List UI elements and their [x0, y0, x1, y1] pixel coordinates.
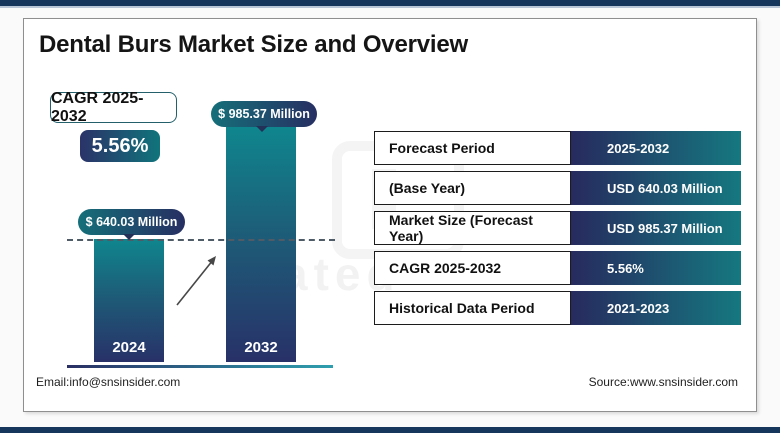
table-row-label: CAGR 2025-2032	[374, 251, 571, 285]
footer-email: Email:info@snsinsider.com	[36, 375, 181, 389]
reference-dashed-line	[67, 239, 335, 241]
bar-2032: 2032	[226, 127, 296, 362]
table-row-label: Forecast Period	[374, 131, 571, 165]
table-row-label: Historical Data Period	[374, 291, 571, 325]
footer-source: Source:www.snsinsider.com	[588, 375, 738, 389]
cagr-period-box: CAGR 2025-2032	[50, 90, 177, 125]
cagr-value-badge: 5.56%	[80, 130, 160, 162]
data-label-2032: $ 985.37 Million	[211, 101, 317, 127]
data-label-2032-pointer	[256, 126, 268, 132]
table-row: (Base Year) USD 640.03 Million	[374, 171, 741, 205]
bar-2032-category: 2032	[244, 339, 278, 356]
data-label-2024: $ 640.03 Million	[78, 209, 185, 235]
table-row: Market Size (Forecast Year) USD 985.37 M…	[374, 211, 741, 245]
table-row-value: 2021-2023	[571, 291, 741, 325]
content-card: Dental Burs Market Size and Overview ate…	[23, 18, 757, 412]
table-row-value: USD 640.03 Million	[571, 171, 741, 205]
table-row: Forecast Period 2025-2032	[374, 131, 741, 165]
table-row-label: (Base Year)	[374, 171, 571, 205]
table-row-label: Market Size (Forecast Year)	[374, 211, 571, 245]
bar-2024-category: 2024	[112, 339, 146, 356]
x-axis-line	[67, 365, 333, 368]
table-row: CAGR 2025-2032 5.56%	[374, 251, 741, 285]
table-row: Historical Data Period 2021-2023	[374, 291, 741, 325]
top-accent-bar	[0, 0, 780, 8]
growth-arrow-icon	[176, 256, 216, 306]
table-row-value: 5.56%	[571, 251, 741, 285]
table-row-value: 2025-2032	[571, 131, 741, 165]
table-row-value: USD 985.37 Million	[571, 211, 741, 245]
bar-2024: 2024	[94, 239, 164, 362]
bottom-accent-bar	[0, 427, 780, 433]
data-label-2024-pointer	[123, 234, 135, 240]
page-title: Dental Burs Market Size and Overview	[39, 31, 468, 58]
